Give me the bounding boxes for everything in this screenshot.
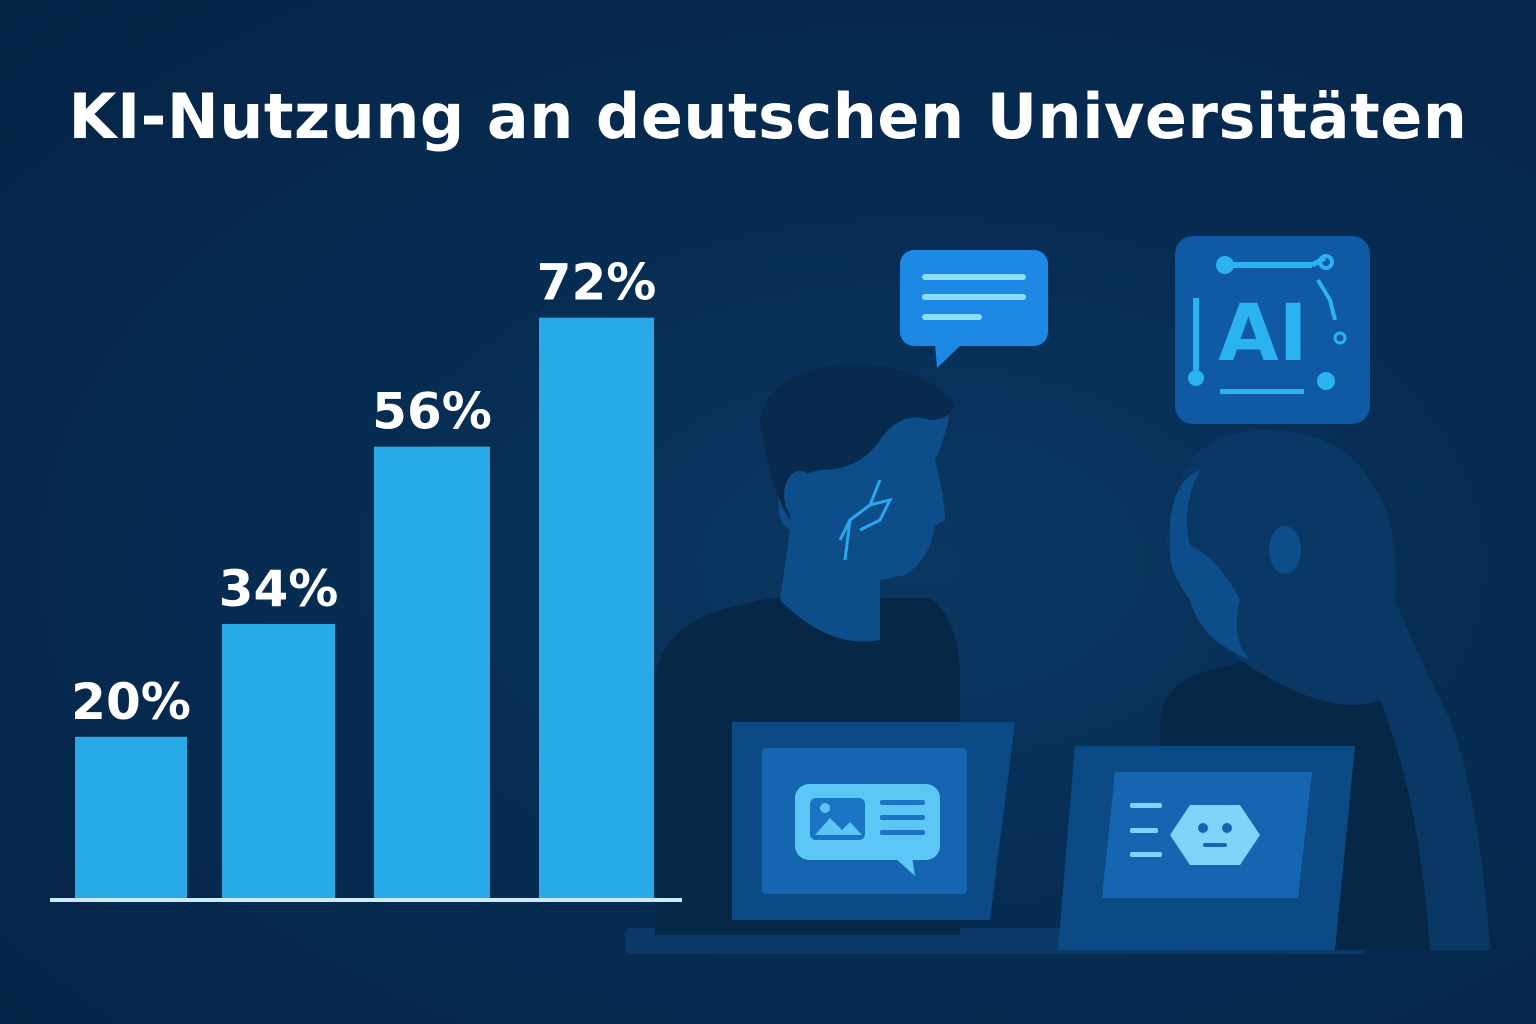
value-label-1: 20% [71, 673, 191, 731]
value-labels-group: 20% 34% 56% 72% [71, 254, 656, 731]
laptop-left [732, 722, 1015, 920]
chat-bubble-icon [900, 250, 1048, 368]
value-label-4: 72% [537, 254, 657, 312]
bar-2 [222, 623, 335, 898]
value-label-3: 56% [372, 383, 492, 441]
image-message-icon [795, 784, 940, 876]
circuit-lines [838, 479, 893, 561]
bar-3 [374, 446, 490, 898]
ai-badge-text: AI [1218, 289, 1307, 379]
chart-title: KI-Nutzung an deutschen Universitäten [68, 80, 1468, 153]
bars-group [75, 317, 654, 898]
bar-4 [539, 317, 654, 898]
bar-1 [75, 736, 187, 898]
laptop-right [1058, 746, 1355, 950]
ai-circuit-icon: AI [1175, 236, 1370, 424]
robot-face-icon [1130, 803, 1260, 865]
value-label-2: 34% [219, 560, 339, 618]
